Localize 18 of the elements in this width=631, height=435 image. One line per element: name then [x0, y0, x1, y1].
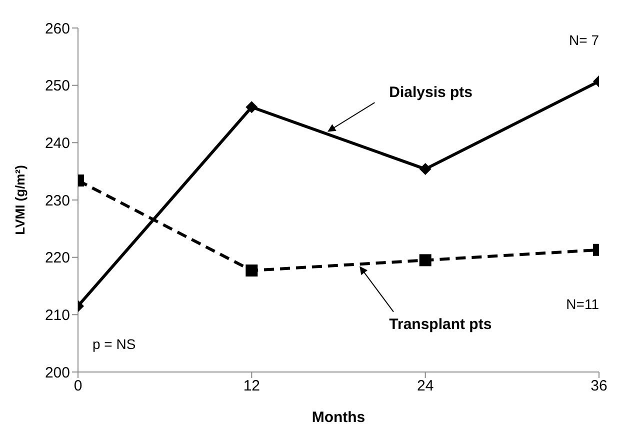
- annotation: p = NS: [92, 336, 136, 352]
- y-tick-label: 210: [44, 306, 70, 324]
- x-axis-title: Months: [312, 409, 366, 426]
- y-tick-label: 200: [44, 364, 70, 382]
- y-tick-label: 230: [44, 192, 70, 210]
- y-tick-label: 260: [44, 20, 70, 38]
- annotation: N=11: [566, 296, 600, 312]
- x-tick-label: 24: [416, 378, 434, 395]
- text: Dialysis pts: [389, 84, 473, 101]
- x-tick-label: 36: [590, 378, 608, 395]
- y-axis-title: LVMI (g/m²): [12, 165, 28, 235]
- x-tick-label: 0: [74, 378, 82, 395]
- y-tick-label: 250: [44, 78, 70, 95]
- text: Transplant pts: [389, 316, 492, 333]
- y-tick-label: 240: [44, 134, 70, 152]
- x-tick-label: 12: [243, 378, 260, 395]
- annotation: N= 7: [569, 32, 600, 48]
- y-tick-label: 220: [44, 250, 70, 267]
